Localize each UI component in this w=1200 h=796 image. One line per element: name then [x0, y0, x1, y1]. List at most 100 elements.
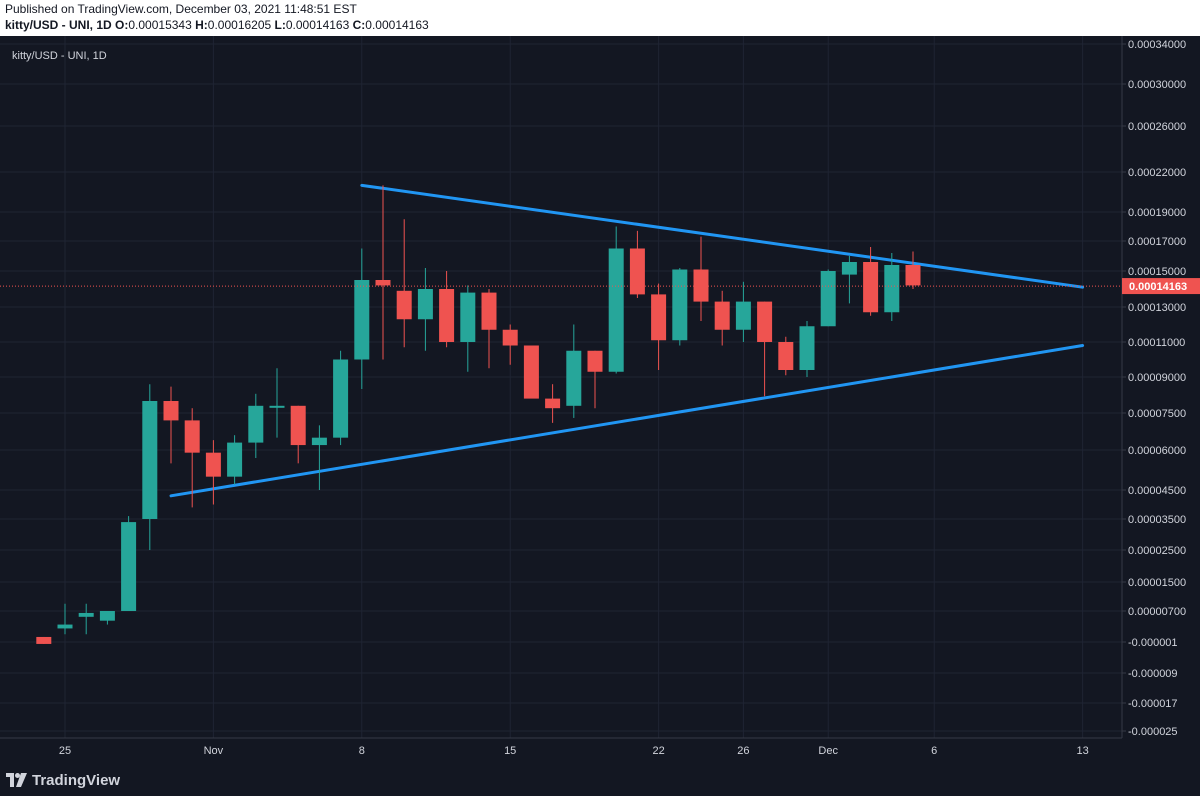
candle[interactable]	[57, 603, 73, 635]
candle[interactable]	[905, 251, 921, 290]
candle[interactable]	[820, 269, 836, 327]
close-value: 0.00014163	[365, 18, 429, 32]
candle-body	[396, 290, 412, 320]
candle[interactable]	[333, 350, 349, 446]
candle-body	[311, 437, 327, 446]
candle-body	[820, 271, 836, 327]
candle[interactable]	[78, 603, 94, 635]
price-tick-label: 0.00017000	[1128, 236, 1186, 248]
candle[interactable]	[735, 281, 751, 342]
candle[interactable]	[481, 289, 497, 369]
candle[interactable]	[587, 350, 603, 409]
price-tick-label: 0.00034000	[1128, 39, 1186, 51]
time-axis[interactable]: 25 Nov 8 15 22 26 Dec 6 13	[59, 745, 1089, 757]
candle-body	[163, 401, 179, 421]
candle[interactable]	[290, 405, 306, 464]
candle-body	[629, 248, 645, 295]
candle[interactable]	[841, 256, 857, 304]
candle[interactable]	[629, 230, 645, 298]
candle-body	[269, 405, 285, 408]
price-tick-label: 0.00007500	[1128, 408, 1186, 420]
tradingview-logo[interactable]: TradingView	[6, 770, 120, 790]
candle[interactable]	[460, 285, 476, 372]
candle[interactable]	[142, 384, 158, 550]
time-tick-label: 13	[1076, 745, 1088, 757]
price-tick-label: 0.00026000	[1128, 121, 1186, 133]
candle[interactable]	[121, 516, 137, 611]
candle-body	[863, 262, 879, 313]
candle-body	[757, 301, 773, 342]
price-tick-label: 0.00022000	[1128, 167, 1186, 179]
candle[interactable]	[311, 425, 327, 490]
candle[interactable]	[672, 268, 688, 346]
candle[interactable]	[375, 185, 391, 360]
candle[interactable]	[545, 384, 561, 423]
candle-body	[57, 624, 73, 629]
candle[interactable]	[714, 290, 730, 346]
candle[interactable]	[651, 283, 667, 370]
candle[interactable]	[227, 435, 243, 485]
price-tick-label: 0.00009000	[1128, 372, 1186, 384]
trendlines[interactable]	[169, 183, 1085, 498]
candle[interactable]	[248, 393, 264, 458]
ohlc-legend: kitty/USD - UNI, 1D O:0.00015343 H:0.000…	[5, 18, 429, 32]
candle[interactable]	[163, 386, 179, 464]
candlestick-chart[interactable]: kitty/USD - UNI, 1D 0.00034000 0.00030000…	[0, 36, 1200, 764]
price-axis[interactable]: 0.00034000 0.00030000 0.00026000 0.00022000…	[1122, 39, 1186, 738]
candle[interactable]	[354, 248, 370, 390]
candle[interactable]	[799, 321, 815, 377]
candle[interactable]	[884, 253, 900, 321]
candle-body	[523, 345, 539, 399]
candle-body	[36, 636, 52, 644]
candle[interactable]	[205, 440, 221, 505]
candle[interactable]	[36, 636, 52, 644]
high-label: H:	[195, 18, 208, 32]
trendline-lower[interactable]	[169, 344, 1085, 498]
candle-body	[502, 329, 518, 346]
candle-body	[841, 262, 857, 275]
candle-body	[672, 269, 688, 341]
candle[interactable]	[863, 247, 879, 316]
candle-body	[735, 301, 751, 330]
price-tick-label: 0.00030000	[1128, 79, 1186, 91]
candle[interactable]	[693, 236, 709, 321]
chart-title: kitty/USD - UNI, 1D	[12, 50, 107, 62]
price-tick-label: -0.000025	[1128, 726, 1178, 738]
candle[interactable]	[502, 324, 518, 365]
candle[interactable]	[396, 219, 412, 348]
price-tick-label: 0.00001500	[1128, 577, 1186, 589]
last-price-badge-text: 0.00014163	[1129, 281, 1187, 293]
price-tick-label: 0.00015000	[1128, 266, 1186, 278]
candles[interactable]	[36, 185, 921, 644]
candle[interactable]	[184, 408, 200, 508]
price-tick-label: 0.00019000	[1128, 207, 1186, 219]
candle-body	[714, 301, 730, 330]
time-tick-label: 22	[652, 745, 664, 757]
candle-body	[608, 248, 624, 372]
candle-body	[78, 612, 94, 617]
trendline-upper[interactable]	[360, 183, 1085, 289]
candle-body	[884, 265, 900, 313]
price-tick-label: 0.00003500	[1128, 514, 1186, 526]
candle-body	[545, 398, 561, 409]
candle[interactable]	[417, 268, 433, 351]
candle[interactable]	[99, 611, 115, 625]
candle[interactable]	[778, 336, 794, 376]
footer: TradingView	[0, 764, 1200, 796]
candle[interactable]	[439, 271, 455, 348]
last-price-badge: 0.00014163	[1122, 278, 1200, 295]
candle-body	[184, 420, 200, 453]
candle[interactable]	[608, 226, 624, 374]
price-tick-label: 0.00002500	[1128, 545, 1186, 557]
candle[interactable]	[566, 324, 582, 418]
candle[interactable]	[523, 345, 539, 399]
chart-background	[0, 36, 1200, 764]
high-value: 0.00016205	[207, 18, 272, 32]
candle[interactable]	[757, 301, 773, 397]
candle[interactable]	[269, 368, 285, 438]
candle-body	[799, 326, 815, 370]
candle-body	[566, 350, 582, 406]
low-label: L:	[274, 18, 286, 32]
tradingview-logo-icon	[6, 773, 27, 787]
time-tick-label: 15	[504, 745, 516, 757]
